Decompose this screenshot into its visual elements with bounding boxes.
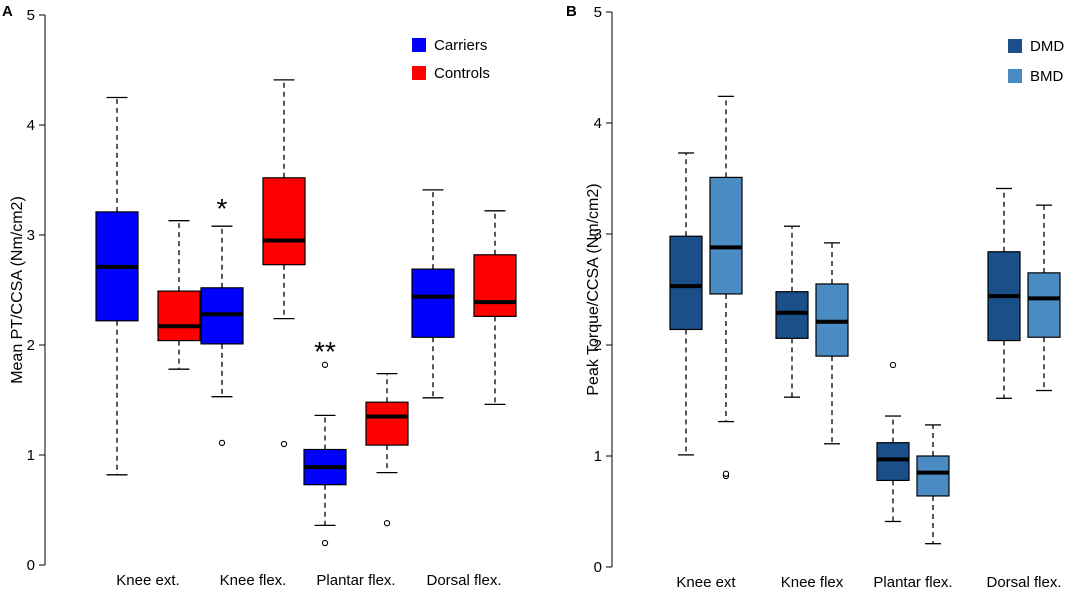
- panel-b-legend-item: DMD: [1008, 38, 1064, 55]
- iqr-box: [669, 235, 703, 331]
- panel-b-y-tick-label: 0: [594, 559, 602, 576]
- panel-b-category-label: Plantar flex.: [873, 574, 952, 591]
- iqr-box: [876, 442, 910, 482]
- panel-a-box-controls: [157, 220, 201, 370]
- panel-a-legend-item: Controls: [412, 65, 490, 82]
- panel-a-y-tick-label: 3: [27, 227, 35, 244]
- panel-a-category-label: Knee flex.: [220, 572, 287, 589]
- panel-a-box-carriers: [303, 361, 347, 547]
- iqr-box: [157, 290, 201, 342]
- panel-a-y-tick-label: 5: [27, 7, 35, 24]
- panel-b-y-tick-label: 2: [594, 337, 602, 354]
- outlier-point: [889, 361, 897, 369]
- panel-a-box-controls: [262, 79, 306, 448]
- panel-a-significance-marker: *: [217, 193, 228, 224]
- panel-a-significance-marker: **: [314, 336, 336, 367]
- outlier-point: [383, 520, 391, 527]
- panel-a-letter: A: [2, 3, 13, 20]
- legend-swatch: [412, 38, 426, 52]
- panel-b-y-tick-label: 5: [594, 4, 602, 21]
- panel-b-group: 0 1 2 3 4 5 Peak Torque/CCSA (Nm/cm2) B Knee ext…: [566, 3, 1064, 591]
- outlier-point: [218, 439, 226, 447]
- iqr-box: [411, 268, 455, 338]
- iqr-box: [473, 254, 517, 318]
- iqr-box: [916, 455, 950, 497]
- panel-b-category-label: Knee ext: [676, 574, 736, 591]
- panel-a-box-controls: [365, 372, 409, 527]
- iqr-box: [365, 401, 409, 446]
- legend-label: BMD: [1030, 68, 1064, 85]
- panel-b-y-tick-label: 3: [594, 226, 602, 243]
- panel-a-box-carriers: [411, 189, 455, 399]
- panel-b-box-dmd: [669, 152, 703, 456]
- legend-swatch: [1008, 69, 1022, 83]
- panel-a-box-carriers: [200, 225, 244, 447]
- iqr-box: [262, 177, 306, 266]
- panel-b-category-label: Dorsal flex.: [986, 574, 1061, 591]
- panel-b-box-bmd: [709, 95, 743, 480]
- panel-a-box-carriers: [95, 96, 139, 476]
- panel-b-legend-item: BMD: [1008, 68, 1064, 85]
- panel-b-category-label: Knee flex: [781, 574, 844, 591]
- legend-label: Carriers: [434, 37, 487, 54]
- panel-a-y-tick-label: 1: [27, 447, 35, 464]
- panel-a-y-tick-label: 4: [27, 117, 35, 134]
- panel-b-box-bmd: [916, 424, 950, 545]
- panel-b-box-dmd: [987, 187, 1021, 399]
- legend-swatch: [1008, 39, 1022, 53]
- panel-a-legend-item: Carriers: [412, 37, 487, 54]
- outlier-point: [280, 440, 288, 448]
- outlier-point: [321, 361, 329, 368]
- outlier-point: [321, 539, 329, 547]
- panel-b-box-bmd: [1027, 204, 1061, 392]
- panel-b-y-tick-label: 4: [594, 115, 602, 132]
- panel-a-y-tick-label: 2: [27, 337, 35, 354]
- outlier-point: [722, 470, 730, 477]
- iqr-box: [709, 176, 743, 295]
- panel-b-y-axis-label: Peak Torque/CCSA (Nm/cm2): [585, 183, 602, 395]
- panel-a-category-label: Dorsal flex.: [426, 572, 501, 589]
- legend-label: Controls: [434, 65, 490, 82]
- panel-a-y-tick-label: 0: [27, 557, 35, 574]
- panel-b-box-dmd: [876, 361, 910, 523]
- iqr-box: [775, 291, 809, 339]
- panel-b-box-dmd: [775, 225, 809, 398]
- panel-a-box-controls: [473, 210, 517, 406]
- panel-b-y-tick-label: 1: [594, 448, 602, 465]
- panel-b-letter: B: [566, 3, 577, 20]
- iqr-box: [1027, 272, 1061, 338]
- panel-a-category-label: Knee ext.: [116, 572, 179, 589]
- legend-label: DMD: [1030, 38, 1064, 55]
- panel-a-y-axis-label: Mean PT/CCSA (Nm/cm2): [9, 196, 26, 384]
- panel-a-group: 0 1 2 3 4 5 Mean PT/CCSA (Nm/cm2) A Knee ext. Kne…: [2, 3, 517, 589]
- panel-a-category-label: Plantar flex.: [316, 572, 395, 589]
- legend-swatch: [412, 66, 426, 80]
- panel-b-box-bmd: [815, 242, 849, 445]
